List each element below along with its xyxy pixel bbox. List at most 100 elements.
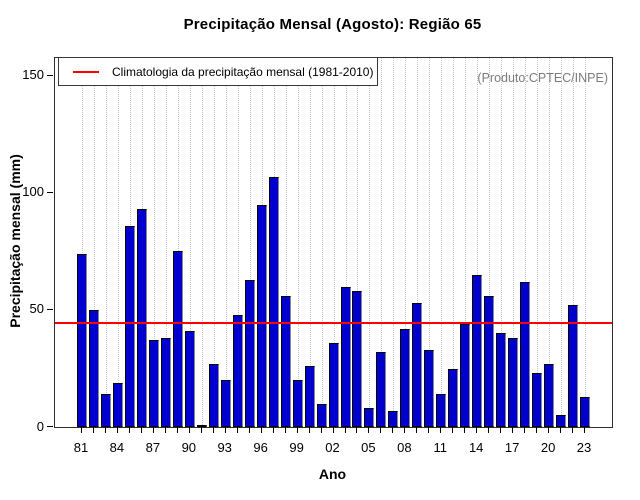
climatology-line bbox=[55, 322, 612, 325]
x-tick bbox=[116, 427, 118, 433]
gridline bbox=[321, 58, 323, 427]
bar bbox=[316, 403, 327, 427]
x-tick bbox=[392, 427, 394, 433]
bar bbox=[148, 340, 159, 427]
bar bbox=[580, 396, 590, 427]
x-tick bbox=[512, 427, 514, 433]
gridline bbox=[249, 58, 251, 427]
bar bbox=[340, 286, 351, 427]
bar bbox=[376, 352, 387, 427]
gridline bbox=[513, 58, 515, 427]
bar bbox=[460, 324, 471, 427]
y-tick-label: 100 bbox=[22, 184, 44, 200]
bar bbox=[352, 291, 363, 427]
x-tick bbox=[140, 427, 142, 433]
gridline bbox=[213, 58, 215, 427]
x-tick bbox=[344, 427, 346, 433]
x-tick bbox=[368, 427, 370, 433]
bar bbox=[364, 408, 375, 427]
x-tick bbox=[128, 427, 130, 433]
x-tick bbox=[152, 427, 154, 433]
x-tick-label: 87 bbox=[145, 440, 161, 455]
gridline bbox=[297, 58, 299, 427]
gridline bbox=[561, 58, 562, 427]
gridline bbox=[333, 58, 335, 427]
x-tick bbox=[93, 427, 94, 433]
bar bbox=[436, 394, 447, 427]
x-tick bbox=[176, 427, 178, 433]
legend-box: Climatologia da precipitação mensal (198… bbox=[58, 57, 378, 86]
x-tick bbox=[308, 427, 310, 433]
x-tick-label: 05 bbox=[361, 440, 376, 455]
bar bbox=[112, 382, 123, 427]
bar bbox=[424, 349, 435, 427]
bar bbox=[532, 373, 543, 427]
bar bbox=[292, 380, 303, 427]
bar bbox=[244, 279, 255, 427]
bar bbox=[89, 309, 99, 427]
x-tick bbox=[200, 427, 202, 433]
x-axis-label: Ano bbox=[318, 466, 347, 482]
x-tick-label: 02 bbox=[325, 440, 340, 455]
red-line-icon bbox=[73, 70, 99, 73]
x-tick-label: 11 bbox=[433, 440, 448, 455]
x-tick bbox=[572, 427, 573, 433]
x-tick bbox=[464, 427, 466, 433]
x-tick-label: 14 bbox=[468, 440, 484, 455]
gridline bbox=[82, 58, 83, 427]
bar bbox=[136, 209, 147, 427]
x-tick bbox=[380, 427, 382, 433]
gridline bbox=[237, 58, 239, 427]
bar bbox=[184, 331, 195, 427]
x-tick bbox=[548, 427, 550, 433]
x-tick bbox=[188, 427, 190, 433]
bar bbox=[496, 333, 507, 427]
gridline bbox=[153, 58, 155, 427]
bar bbox=[280, 295, 291, 427]
gridline bbox=[465, 58, 467, 427]
gridline bbox=[381, 58, 383, 427]
gridline bbox=[177, 58, 179, 427]
x-tick bbox=[284, 427, 286, 433]
gridline bbox=[417, 58, 419, 427]
x-tick-label: 90 bbox=[181, 440, 197, 455]
gridline bbox=[477, 58, 479, 427]
x-tick bbox=[416, 427, 418, 433]
legend-label: Climatologia da precipitação mensal (198… bbox=[112, 64, 374, 79]
x-tick-label: 84 bbox=[109, 440, 125, 455]
bar bbox=[232, 314, 243, 427]
bar bbox=[101, 394, 111, 427]
gridline bbox=[585, 58, 586, 427]
bar bbox=[520, 281, 531, 427]
bar bbox=[388, 410, 399, 427]
chart-title: Precipitação Mensal (Agosto): Região 65 bbox=[183, 16, 482, 33]
bar bbox=[484, 295, 495, 427]
x-tick bbox=[260, 427, 262, 433]
x-tick bbox=[536, 427, 538, 433]
x-tick bbox=[476, 427, 478, 433]
x-tick bbox=[248, 427, 250, 433]
gridline bbox=[189, 58, 191, 427]
gridline bbox=[393, 58, 395, 427]
gridline bbox=[525, 58, 527, 427]
gridline bbox=[453, 58, 455, 427]
x-tick-label: 17 bbox=[504, 440, 520, 455]
bar bbox=[508, 338, 519, 427]
x-tick bbox=[272, 427, 274, 433]
gridline bbox=[357, 58, 359, 427]
bar bbox=[304, 366, 315, 427]
bar bbox=[196, 425, 207, 427]
x-tick bbox=[320, 427, 322, 433]
bar bbox=[268, 176, 279, 427]
x-tick bbox=[105, 427, 106, 433]
x-tick-label: 08 bbox=[397, 440, 412, 455]
x-tick bbox=[332, 427, 334, 433]
bar bbox=[448, 368, 459, 427]
x-tick bbox=[404, 427, 406, 433]
bar bbox=[556, 415, 566, 427]
bar bbox=[160, 338, 171, 427]
x-tick bbox=[584, 427, 585, 433]
gridline bbox=[501, 58, 503, 427]
bar bbox=[412, 302, 423, 427]
